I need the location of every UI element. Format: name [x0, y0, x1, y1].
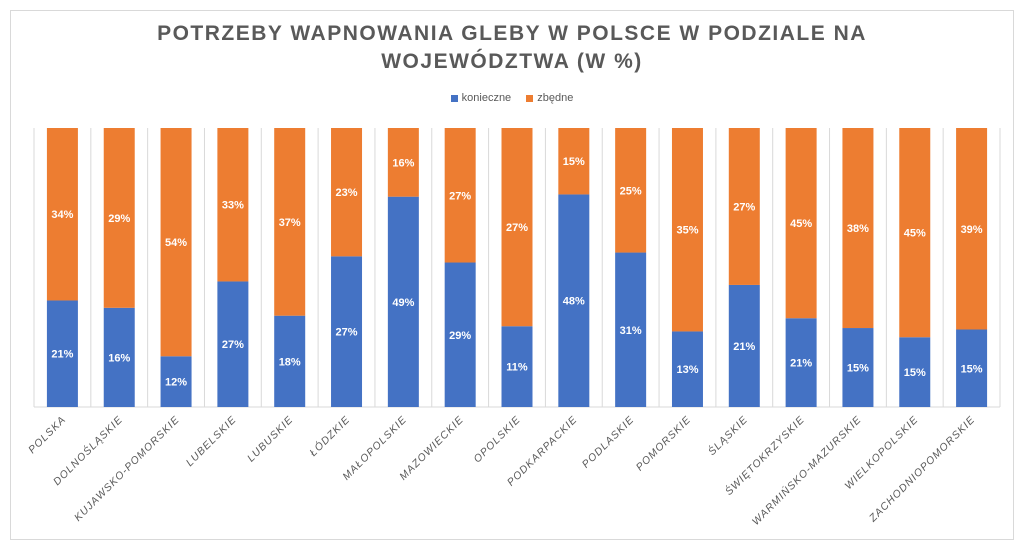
x-tick-label: ŚLĄSKIE: [705, 413, 750, 458]
legend-item-konieczne: konieczne: [450, 92, 512, 104]
bar-zbedne: [387, 128, 419, 197]
bar-zbedne: [331, 128, 363, 257]
x-tick-label: WARMIŃSKO-MAZURSKIE: [749, 413, 864, 528]
data-label: 15%: [961, 363, 983, 375]
data-label: 27%: [336, 327, 358, 339]
bar-zbedne: [671, 128, 703, 332]
x-tick-label: ZACHODNIOPOMORSKIE: [866, 414, 977, 525]
data-label: 25%: [620, 185, 642, 197]
bar-konieczne: [103, 307, 135, 407]
bar-konieczne: [956, 329, 988, 407]
bar-zbedne: [728, 128, 760, 285]
data-label: 21%: [51, 349, 73, 361]
data-label: 33%: [222, 200, 244, 212]
data-label: 35%: [676, 225, 698, 237]
bar-konieczne: [615, 252, 647, 407]
bar-konieczne: [46, 300, 78, 407]
bar-zbedne: [217, 128, 249, 282]
data-label: 31%: [620, 325, 642, 337]
data-label: 16%: [108, 352, 130, 364]
bar-konieczne: [444, 262, 476, 407]
data-label: 13%: [676, 364, 698, 376]
x-tick-label: LUBELSKIE: [184, 414, 239, 469]
bar-konieczne: [558, 194, 590, 407]
bar-zbedne: [899, 128, 931, 338]
bar-zbedne: [160, 128, 192, 357]
legend-label: konieczne: [461, 92, 512, 104]
bar-konieczne: [387, 196, 419, 407]
bar-zbedne: [558, 128, 590, 195]
data-label: 29%: [449, 330, 471, 342]
data-label: 39%: [961, 224, 983, 236]
legend: konieczne zbędne: [0, 92, 1024, 105]
data-label: 15%: [904, 367, 926, 379]
chart-title-line-1: POTRZEBY WAPNOWANIA GLEBY W POLSCE W POD…: [157, 22, 867, 45]
data-label: 21%: [733, 341, 755, 353]
data-label: 16%: [392, 157, 414, 169]
data-label: 15%: [847, 363, 869, 375]
legend-swatch: [526, 94, 534, 102]
data-label: 29%: [108, 213, 130, 225]
chart-frame: [10, 10, 1014, 540]
bar-zbedne: [274, 128, 306, 316]
bar-zbedne: [46, 128, 78, 301]
bar-konieczne: [217, 281, 249, 407]
x-tick-label: OPOLSKIE: [471, 414, 523, 466]
bar-konieczne: [899, 337, 931, 407]
bar-konieczne: [331, 256, 363, 407]
data-label: 23%: [336, 187, 358, 199]
data-label: 38%: [847, 223, 869, 235]
x-tick-label: POMORSKIE: [634, 414, 694, 474]
legend-swatch: [450, 94, 458, 102]
bar-zbedne: [444, 128, 476, 263]
bar-zbedne: [615, 128, 647, 253]
legend-label: zbędne: [537, 92, 574, 104]
bar-konieczne: [671, 331, 703, 407]
bar-konieczne: [160, 356, 192, 407]
x-tick-label: KUJAWSKO-POMORSKIE: [72, 414, 182, 524]
bar-zbedne: [842, 128, 874, 329]
bar-konieczne: [274, 315, 306, 407]
x-tick-label: PODLASKIE: [580, 414, 637, 471]
chart-title-line-2: WOJEWÓDZTWA (W %): [381, 50, 643, 73]
data-label: 34%: [51, 209, 73, 221]
data-label: 27%: [506, 222, 528, 234]
bar-zbedne: [103, 128, 135, 308]
data-label: 49%: [392, 297, 414, 309]
x-tick-label: POLSKA: [26, 414, 68, 456]
bar-zbedne: [501, 128, 533, 327]
chart-title: POTRZEBY WAPNOWANIA GLEBY W POLSCE W POD…: [0, 20, 1024, 76]
data-label: 21%: [790, 358, 812, 370]
bar-konieczne: [728, 284, 760, 407]
data-label: 11%: [506, 362, 528, 374]
bar-konieczne: [501, 326, 533, 407]
data-label: 27%: [449, 190, 471, 202]
data-label: 45%: [904, 228, 926, 240]
data-label: 37%: [279, 217, 301, 229]
data-label: 54%: [165, 237, 187, 249]
data-label: 18%: [279, 356, 301, 368]
bar-zbedne: [956, 128, 988, 330]
data-label: 27%: [222, 339, 244, 351]
bar-konieczne: [785, 318, 817, 407]
data-label: 12%: [165, 377, 187, 389]
legend-item-zbedne: zbędne: [526, 92, 573, 104]
bar-zbedne: [785, 128, 817, 319]
data-label: 15%: [563, 156, 585, 168]
data-label: 45%: [790, 218, 812, 230]
x-tick-label: ŁÓDZKIE: [307, 413, 353, 459]
data-label: 48%: [563, 296, 585, 308]
data-label: 27%: [733, 201, 755, 213]
x-tick-label: LUBUSKIE: [245, 414, 296, 465]
bar-konieczne: [842, 328, 874, 407]
